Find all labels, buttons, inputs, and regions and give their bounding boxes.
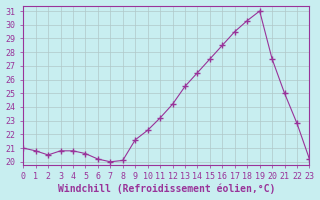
X-axis label: Windchill (Refroidissement éolien,°C): Windchill (Refroidissement éolien,°C) <box>58 184 275 194</box>
